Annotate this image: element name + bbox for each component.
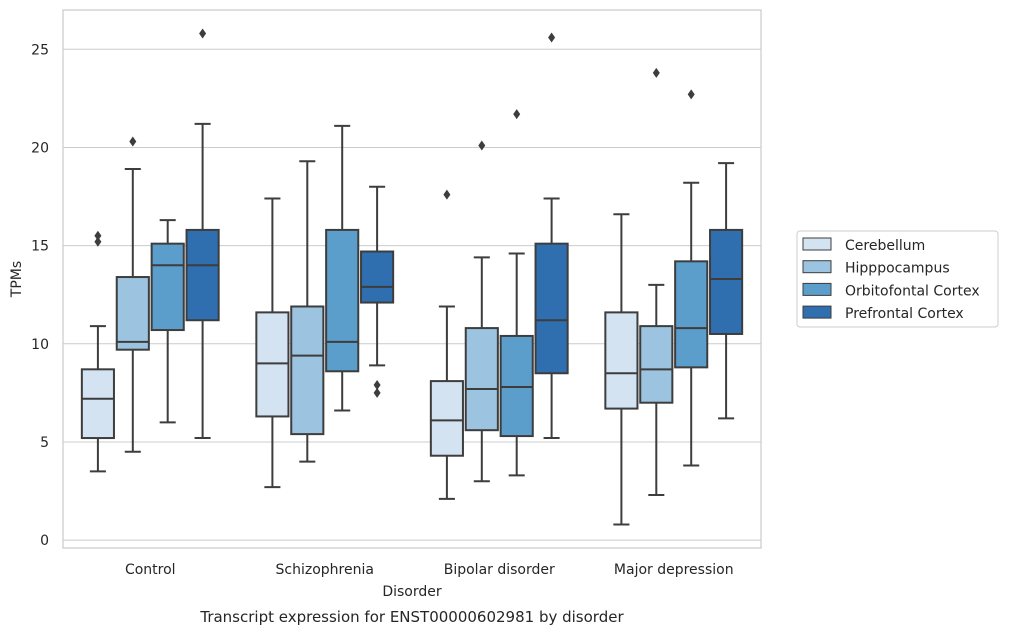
y-tick-labels: 0 5 10 15 20 25 [31, 42, 49, 549]
y-tick-label: 5 [40, 435, 49, 451]
box [674, 260, 709, 369]
box [639, 325, 674, 404]
y-tick-label: 20 [31, 140, 49, 156]
outlier-point [373, 387, 381, 398]
box-group [429, 32, 569, 500]
y-tick-label: 15 [31, 239, 49, 255]
box [185, 228, 220, 322]
y-tick-label: 10 [31, 337, 49, 353]
legend-label: Cerebellum [845, 238, 925, 254]
legend-swatch [802, 282, 832, 296]
outlier-point [478, 140, 486, 151]
x-axis-label: Disorder [382, 584, 442, 600]
box [80, 368, 115, 440]
box-group [255, 124, 395, 489]
outlier-point [513, 109, 521, 120]
box [534, 242, 569, 375]
box-group [604, 67, 744, 526]
legend-label: Hipppocampus [845, 261, 950, 277]
box [709, 228, 744, 335]
legend-label: Prefrontal Cortex [845, 306, 964, 322]
legend-frame [796, 230, 999, 328]
legend-swatch [802, 260, 832, 274]
box [115, 276, 150, 351]
plot-area-frame [62, 9, 762, 549]
box [290, 305, 325, 436]
outlier-point [652, 67, 660, 78]
y-axis-label: TPMs [9, 261, 25, 298]
outlier-point [443, 189, 451, 200]
legend-item: Cerebellum [802, 237, 925, 254]
box [429, 380, 464, 457]
outlier-point [199, 28, 207, 39]
x-tick-label: Bipolar disorder [444, 562, 555, 578]
outlier-point [373, 380, 381, 391]
y-tick-label: 25 [31, 42, 49, 58]
legend-item: Hipppocampus [802, 260, 950, 277]
outlier-point [129, 136, 137, 147]
box [464, 327, 499, 432]
y-tick-label: 0 [40, 533, 49, 549]
box [325, 228, 360, 373]
legend: Cerebellum Hipppocampus Orbitofontal Corte… [796, 230, 999, 328]
chart-caption: Transcript expression for ENST0000060298… [199, 608, 624, 626]
outlier-point [687, 89, 695, 100]
x-tick-labels: Control Schizophrenia Bipolar disorder Majo… [125, 562, 734, 578]
box-group [80, 28, 220, 473]
legend-item: Prefrontal Cortex [802, 305, 964, 322]
outlier-point [94, 230, 102, 241]
legend-item: Orbitofontal Cortex [802, 282, 980, 299]
box-groups [80, 28, 744, 526]
box [360, 250, 395, 304]
box [604, 311, 639, 410]
legend-swatch [802, 305, 832, 319]
x-tick-label: Schizophrenia [276, 562, 374, 578]
outlier-point [548, 32, 556, 43]
x-tick-label: Major depression [614, 562, 734, 578]
legend-label: Orbitofontal Cortex [845, 283, 980, 299]
x-tick-label: Control [125, 562, 176, 578]
box [150, 242, 185, 332]
outlier-point [94, 236, 102, 247]
legend-swatch [802, 237, 832, 251]
